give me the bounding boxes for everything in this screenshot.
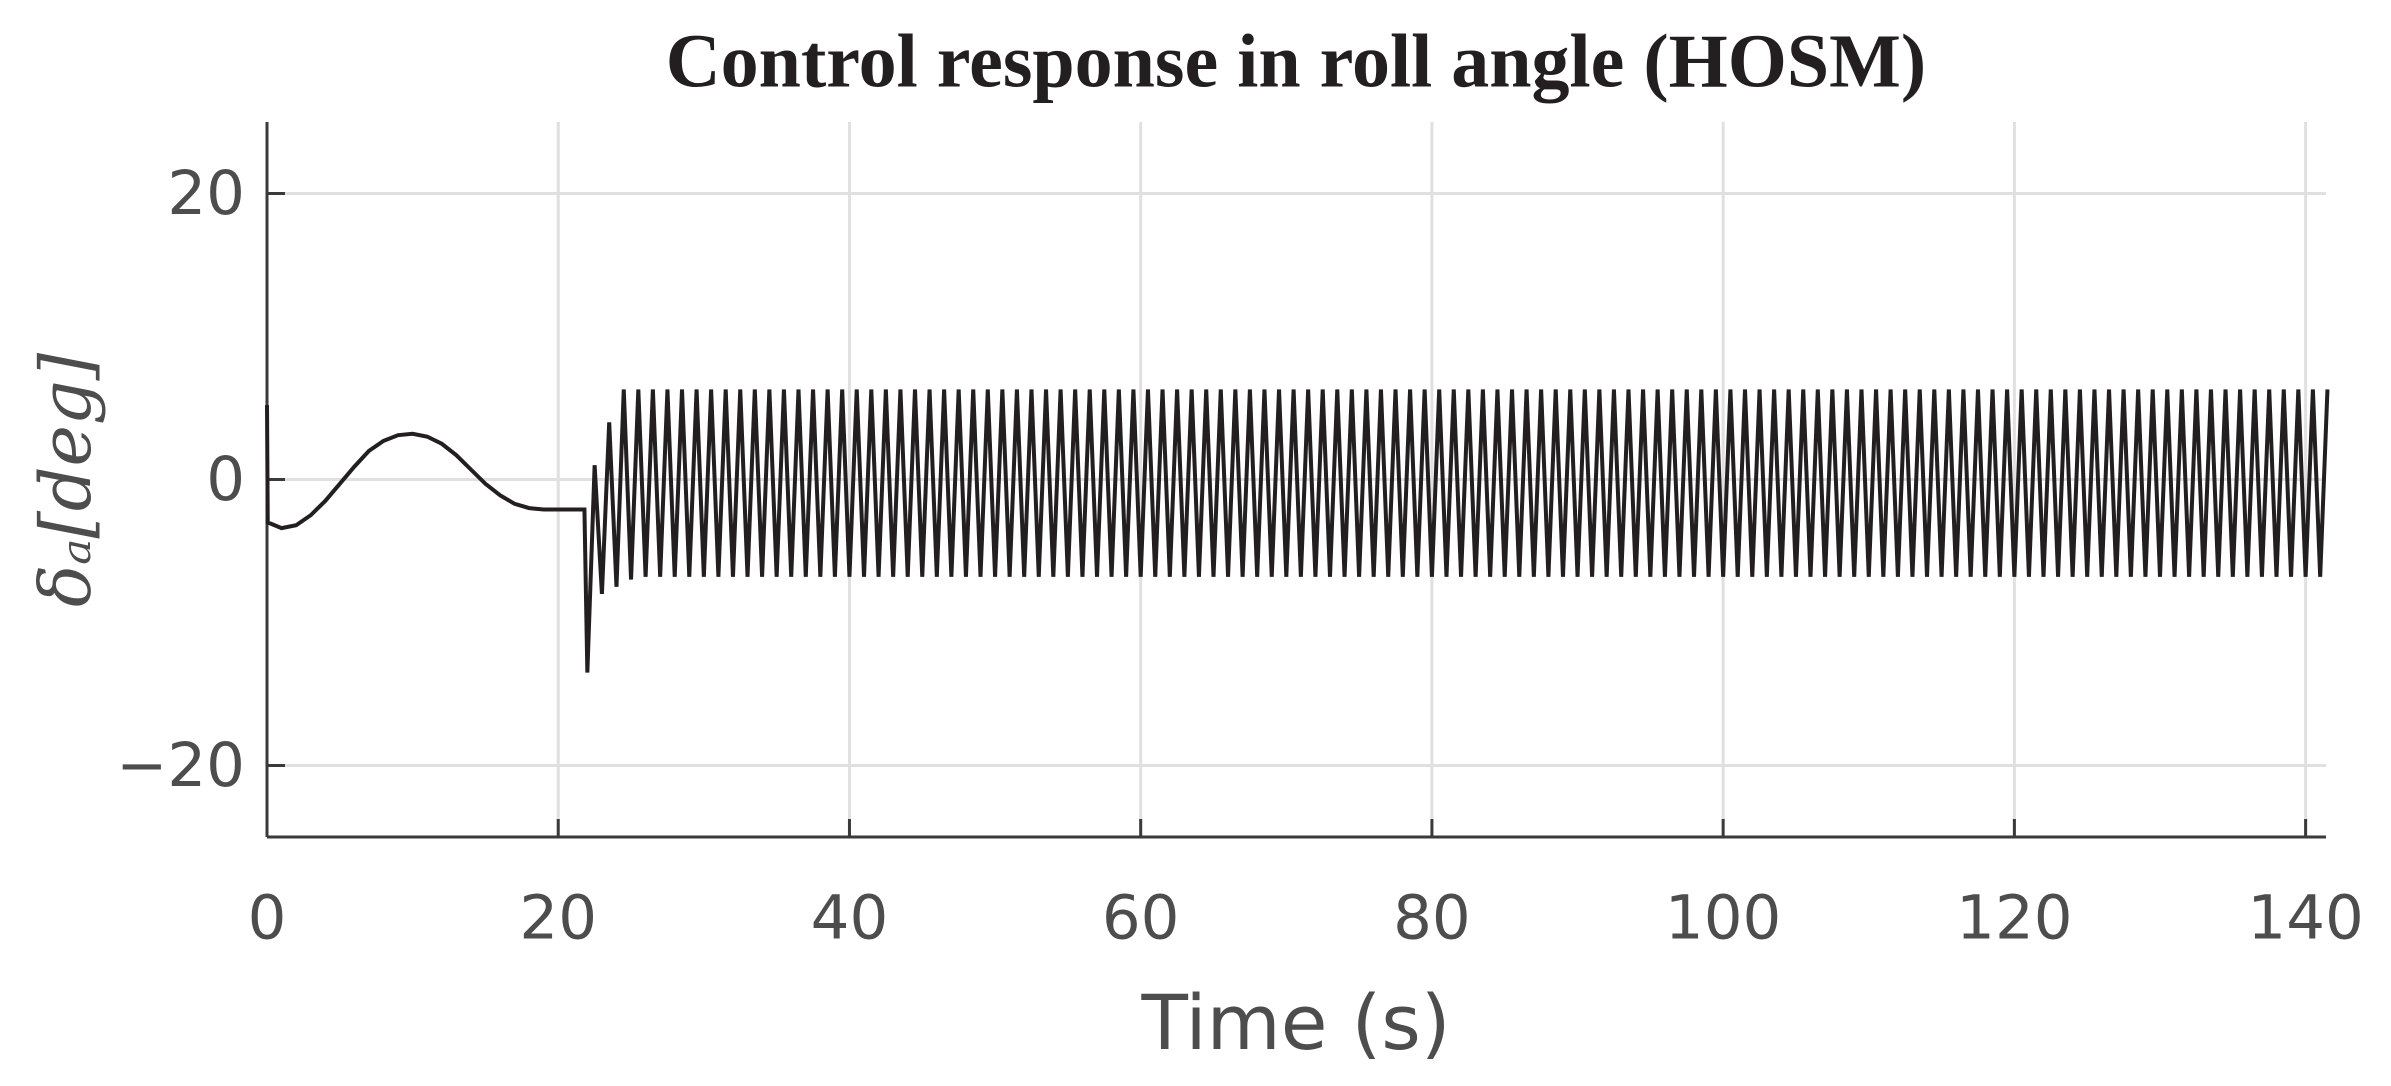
data-line — [265, 389, 2330, 673]
y-tick-label: 0 — [206, 444, 245, 515]
x-tick-label: 60 — [1102, 883, 1180, 954]
chart-title: Control response in roll angle (HOSM) — [666, 19, 1926, 103]
x-tick-label: 0 — [248, 883, 287, 954]
x-tick-label: 120 — [1956, 883, 2072, 954]
y-tick-label: −20 — [116, 730, 245, 801]
x-tick-label: 20 — [519, 883, 597, 954]
x-tick-label: 100 — [1665, 883, 1781, 954]
y-tick-label: 20 — [167, 158, 245, 229]
x-tick-label: 140 — [2247, 883, 2363, 954]
x-tick-label: 80 — [1393, 883, 1471, 954]
x-axis-label: Time (s) — [1140, 978, 1450, 1067]
y-axis-label: δₐ[deg] — [25, 352, 107, 607]
x-tick-label: 40 — [811, 883, 889, 954]
